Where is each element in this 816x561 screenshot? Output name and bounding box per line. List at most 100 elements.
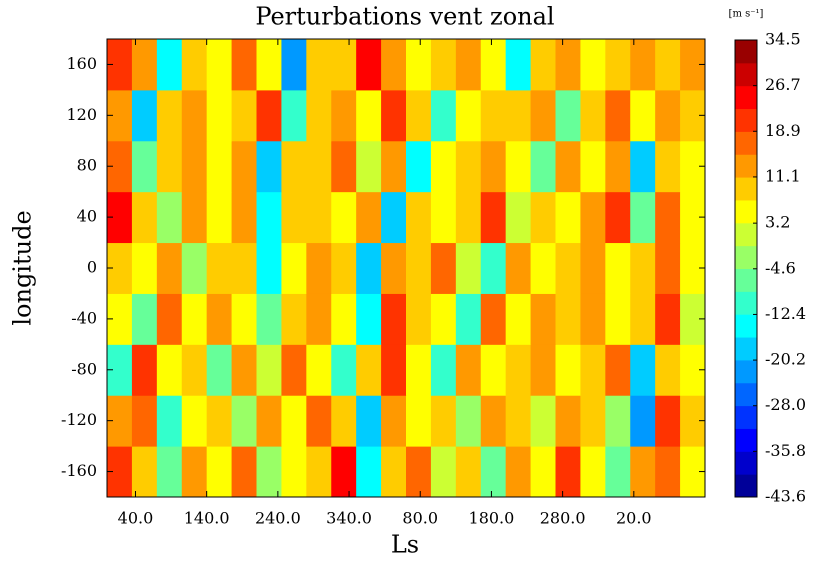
heat-cell: [206, 89, 233, 142]
heat-cell: [256, 89, 282, 142]
heat-cell: [181, 39, 208, 91]
heat-cell: [505, 89, 532, 142]
heat-cell: [306, 39, 332, 91]
colorbar-tick-label: -43.6: [765, 487, 806, 506]
x-tick-label: 20.0: [616, 509, 652, 528]
colorbar-band: [735, 199, 757, 224]
heat-cell: [231, 140, 257, 193]
heat-cell: [406, 293, 432, 345]
colorbar-band: [735, 314, 757, 338]
heat-cell: [655, 344, 681, 396]
heat-cell: [306, 140, 332, 193]
heat-cell: [555, 89, 581, 142]
heat-cell: [256, 293, 282, 345]
colorbar-tick-label: -35.8: [765, 441, 806, 460]
colorbar-band: [735, 291, 757, 315]
heat-cell: [281, 191, 307, 244]
heat-cell: [555, 242, 581, 294]
heat-cell: [256, 446, 282, 498]
heat-cell: [331, 446, 357, 498]
heat-cell: [381, 446, 407, 498]
heat-cell: [306, 446, 332, 498]
heat-cell: [580, 344, 606, 396]
heat-cell: [530, 89, 556, 142]
heat-cell: [156, 344, 183, 396]
heat-cell: [356, 395, 382, 447]
heat-cell: [206, 446, 233, 498]
heat-cell: [356, 242, 382, 294]
y-tick-label: 40: [77, 207, 97, 226]
heat-cell: [455, 242, 482, 294]
heat-cell: [156, 242, 183, 294]
heat-cell: [406, 140, 432, 193]
heat-cell: [630, 446, 656, 498]
heat-cell: [156, 191, 183, 244]
heat-cell: [381, 191, 407, 244]
heat-cell: [381, 39, 407, 91]
heat-cell: [505, 293, 532, 345]
heat-cell: [505, 446, 532, 498]
heat-cell: [580, 39, 606, 91]
heat-cell: [231, 293, 257, 345]
heat-cell: [406, 242, 432, 294]
y-tick-label: -80: [71, 359, 97, 378]
heat-cell: [580, 191, 606, 244]
heat-cell: [630, 395, 656, 447]
heat-cell: [480, 191, 507, 244]
heat-cell: [331, 395, 357, 447]
heat-cell: [356, 89, 382, 142]
heat-cell: [580, 395, 606, 447]
y-tick-label: -160: [61, 461, 97, 480]
heat-cell: [281, 293, 307, 345]
heat-cell: [480, 39, 507, 91]
x-tick-label: 80.0: [402, 509, 438, 528]
heat-cell: [655, 242, 681, 294]
heat-cell: [181, 446, 208, 498]
heat-cell: [530, 140, 556, 193]
heat-cell: [231, 395, 257, 447]
heat-cell: [505, 140, 532, 193]
heat-cell: [530, 344, 556, 396]
heat-cell: [281, 242, 307, 294]
heat-cell: [430, 344, 457, 396]
heat-cell: [131, 293, 158, 345]
heat-cell: [281, 395, 307, 447]
heat-cell: [655, 191, 681, 244]
colorbar-tick-label: -12.4: [765, 304, 806, 323]
heat-cell: [430, 39, 457, 91]
heat-cell: [281, 446, 307, 498]
heat-cell: [181, 293, 208, 345]
colorbar-band: [735, 451, 757, 475]
heat-cell: [156, 446, 183, 498]
chart-title: Perturbations vent zonal: [255, 3, 554, 31]
heat-cell: [381, 242, 407, 294]
colorbar-tick-label: -4.6: [765, 258, 796, 277]
heat-cell: [131, 89, 158, 142]
heat-cell: [605, 39, 631, 91]
heat-cell: [455, 395, 482, 447]
colorbar-tick-label: 34.5: [765, 30, 801, 49]
colorbar-band: [735, 62, 757, 87]
heat-cell: [206, 344, 233, 396]
heat-cell: [281, 344, 307, 396]
heat-cell: [455, 344, 482, 396]
heat-cell: [480, 89, 507, 142]
heat-cell: [480, 293, 507, 345]
colorbar-band: [735, 474, 757, 498]
heat-cell: [480, 344, 507, 396]
colorbar-tick-label: 3.2: [765, 213, 790, 232]
heat-cell: [356, 344, 382, 396]
heat-cell: [406, 344, 432, 396]
heat-cell: [356, 191, 382, 244]
heat-cell: [430, 242, 457, 294]
heat-cell: [580, 89, 606, 142]
heat-cell: [505, 39, 532, 91]
colorbar-band: [735, 382, 757, 407]
heat-cell: [580, 140, 606, 193]
colorbar-tick-label: 26.7: [765, 75, 801, 94]
heat-cell: [306, 395, 332, 447]
colorbar-band: [735, 337, 757, 361]
heat-cell: [580, 242, 606, 294]
heat-cell: [430, 293, 457, 345]
